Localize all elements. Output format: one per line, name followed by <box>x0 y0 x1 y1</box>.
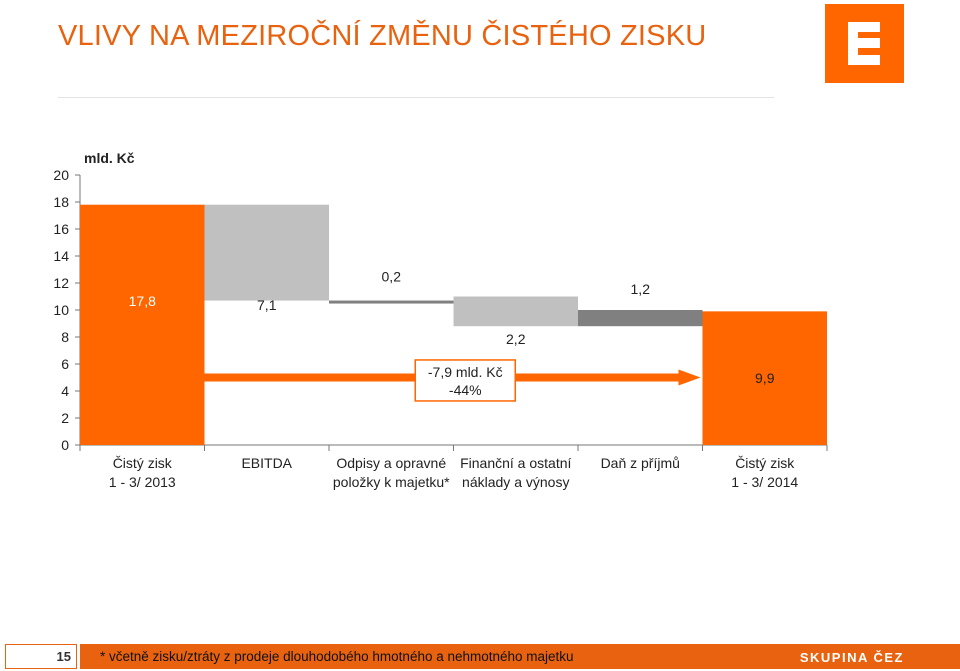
y-tick-label: 4 <box>61 383 69 399</box>
y-tick-label: 6 <box>61 356 69 372</box>
title-divider <box>58 97 774 98</box>
bar-6 <box>702 311 827 445</box>
page-number-box <box>5 644 77 669</box>
y-tick-label: 14 <box>53 248 69 264</box>
y-tick-label: 2 <box>61 410 69 426</box>
footer-band <box>80 644 960 669</box>
brand-name: SKUPINA ČEZ <box>799 650 904 665</box>
y-tick-label: 12 <box>53 275 69 291</box>
category-label: Odpisy a opravné <box>336 455 446 471</box>
data-label-5: 1,2 <box>631 281 651 297</box>
data-label-3: 0,2 <box>382 269 402 285</box>
bar-1 <box>80 204 205 445</box>
waterfall-chart: 0 2 4 6 8 10 12 14 16 18 20 mld. Kč 17,8 7,1 0,2 2,2 1,2… <box>53 150 828 490</box>
category-label: Daň z příjmů <box>601 455 680 471</box>
page-number: 15 <box>56 649 71 664</box>
data-label-4: 2,2 <box>506 331 526 347</box>
y-tick-label: 20 <box>53 167 69 183</box>
footer: 15 * včetně zisku/ztráty z prodeje dlouh… <box>0 641 960 671</box>
y-tick-label: 16 <box>53 221 69 237</box>
change-arrow-head <box>678 369 701 386</box>
bar-3 <box>329 300 454 304</box>
bar-5 <box>578 310 703 327</box>
data-label-6: 9,9 <box>755 370 775 386</box>
category-label: Čistý zisk <box>735 455 795 471</box>
y-tick-label: 0 <box>61 437 69 453</box>
bar-2 <box>204 204 329 301</box>
data-label-2: 7,1 <box>257 297 277 313</box>
footnote: * včetně zisku/ztráty z prodeje dlouhodo… <box>100 649 574 664</box>
category-label: Finanční a ostatní <box>460 455 571 471</box>
cez-logo-icon <box>825 4 904 83</box>
category-label: 1 - 3/ 2014 <box>731 474 798 490</box>
category-label: položky k majetku* <box>333 474 450 490</box>
y-tick-label: 18 <box>53 194 69 210</box>
category-label: Čistý zisk <box>113 455 173 471</box>
change-callout-box <box>414 359 516 402</box>
category-label: EBITDA <box>241 455 292 471</box>
y-tick-label: 10 <box>53 302 69 318</box>
category-label: 1 - 3/ 2013 <box>109 474 176 490</box>
unit-label: mld. Kč <box>84 150 135 166</box>
change-callout-amount: -7,9 mld. Kč <box>428 364 503 380</box>
data-label-1: 17,8 <box>129 293 156 309</box>
change-callout-percent: -44% <box>449 382 482 398</box>
y-tick-label: 8 <box>61 329 69 345</box>
category-label: náklady a výnosy <box>462 474 569 490</box>
page-title: VLIVY NA MEZIROČNÍ ZMĚNU ČISTÉHO ZISKU <box>58 20 707 52</box>
bar-4 <box>453 296 578 327</box>
